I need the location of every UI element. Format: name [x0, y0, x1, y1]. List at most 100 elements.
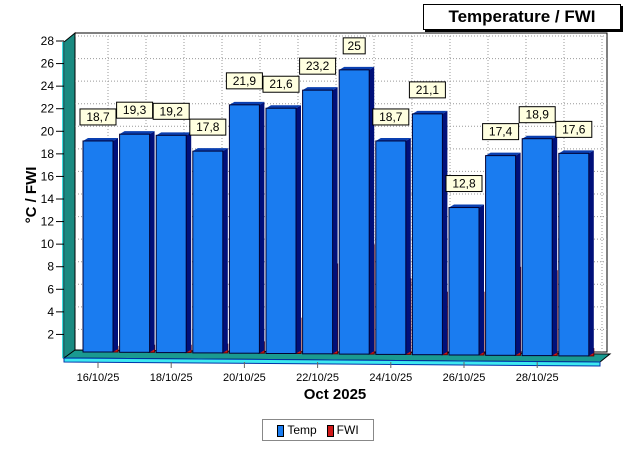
- data-label: 21,1: [416, 83, 440, 97]
- temp-bar-top: [375, 137, 411, 141]
- temp-bar: [119, 133, 151, 353]
- temp-bar-side: [149, 131, 155, 353]
- temp-bar-side: [405, 137, 411, 355]
- temp-bar-side: [296, 105, 301, 354]
- data-label: 19,2: [160, 104, 184, 118]
- legend-item-fwi: FWI: [326, 423, 359, 437]
- data-label: 21,9: [233, 74, 257, 88]
- data-label-box: [482, 123, 520, 141]
- floor-front: [63, 357, 601, 367]
- temp-bar: [558, 152, 590, 357]
- temp-bar: [338, 69, 370, 355]
- x-tick-label: 18/10/25: [150, 372, 193, 384]
- data-label-box: [152, 102, 190, 120]
- temp-bar-top: [558, 150, 594, 154]
- y-tick-label: 4: [47, 305, 54, 319]
- temp-bar: [448, 207, 480, 356]
- temp-bar: [82, 140, 114, 353]
- temp-bar: [375, 140, 407, 355]
- y-tick-label: 24: [41, 79, 55, 93]
- temp-bar-top: [522, 135, 558, 139]
- temp-bar-top: [485, 152, 521, 156]
- temp-bar-side: [588, 150, 594, 356]
- data-label-box: [555, 120, 593, 138]
- temp-bar: [192, 150, 224, 354]
- legend-item-temp: Temp: [277, 423, 317, 437]
- temp-bar: [265, 107, 297, 354]
- y-tick-label: 16: [41, 169, 55, 183]
- data-label: 17,8: [196, 120, 220, 134]
- temp-bar-top: [449, 204, 484, 208]
- data-label: 19,3: [123, 103, 147, 117]
- y-tick-label: 8: [47, 260, 54, 274]
- data-label-box: [408, 81, 446, 99]
- y-axis-label: °C / FWI: [23, 167, 40, 224]
- temp-bar-side: [552, 135, 558, 356]
- data-label: 18,9: [526, 108, 550, 122]
- x-axis-label: Oct 2025: [304, 386, 367, 403]
- temp-bar-side: [369, 66, 375, 355]
- temp-bar: [228, 104, 260, 354]
- data-label-box: [518, 106, 556, 124]
- x-tick-label: 22/10/25: [296, 372, 339, 384]
- data-label-box: [372, 108, 410, 126]
- data-label: 18,7: [379, 110, 403, 124]
- temp-bar-top: [302, 87, 338, 91]
- y-tick-label: 2: [47, 327, 54, 341]
- y-tick-label: 22: [41, 102, 55, 116]
- data-label-box: [225, 72, 263, 90]
- temp-bar-side: [222, 148, 228, 353]
- data-label-box: [262, 75, 300, 93]
- temp-bar-top: [119, 131, 155, 135]
- temp-bar: [411, 113, 443, 356]
- temp-bar-side: [259, 101, 265, 354]
- temp-bar-side: [479, 204, 484, 355]
- data-label: 25: [348, 39, 362, 53]
- temp-bar-top: [156, 132, 192, 136]
- x-tick-label: 28/10/25: [516, 372, 559, 384]
- data-label-box: [189, 118, 227, 136]
- temp-bar-side: [442, 110, 448, 355]
- y-tick-label: 14: [41, 192, 55, 206]
- temp-bar-top: [192, 148, 228, 152]
- data-label: 17,4: [489, 125, 513, 139]
- temp-bar-top: [229, 101, 265, 105]
- temp-bar: [302, 89, 334, 355]
- data-label: 17,6: [562, 122, 586, 136]
- data-label: 18,7: [86, 110, 110, 124]
- temp-bar-top: [339, 66, 375, 70]
- data-label-box: [116, 101, 154, 119]
- legend-swatch-temp: [277, 424, 285, 437]
- temp-bar-top: [266, 105, 301, 109]
- legend-label-temp: Temp: [287, 423, 317, 437]
- y-tick-label: 6: [47, 282, 54, 296]
- legend-swatch-fwi: [326, 424, 334, 437]
- temp-bar-side: [332, 87, 338, 354]
- temp-bar-top: [412, 110, 448, 114]
- x-tick-label: 24/10/25: [369, 372, 412, 384]
- x-tick-label: 16/10/25: [77, 372, 120, 384]
- data-label: 12,8: [452, 177, 476, 191]
- y-tick-label: 26: [41, 57, 55, 71]
- chart-title: Temperature / FWI: [423, 4, 621, 30]
- data-label-box: [445, 175, 483, 193]
- data-label-box: [79, 108, 117, 126]
- x-tick-label: 26/10/25: [443, 372, 486, 384]
- temp-bar-side: [515, 152, 521, 356]
- data-label-box: [342, 37, 366, 55]
- temp-bar: [521, 138, 553, 357]
- y-tick-label: 10: [41, 237, 55, 251]
- data-label-box: [299, 57, 337, 75]
- left-wall: [63, 31, 76, 359]
- temp-bar-side: [113, 137, 118, 352]
- data-label: 23,2: [306, 59, 330, 73]
- y-tick-label: 20: [41, 124, 55, 138]
- temp-bar: [155, 134, 187, 354]
- y-tick-label: 18: [41, 147, 55, 161]
- y-tick-label: 12: [41, 215, 55, 229]
- temp-bar: [485, 155, 517, 356]
- temp-bar-side: [186, 132, 192, 353]
- temp-bar-top: [83, 137, 118, 141]
- legend: Temp FWI: [262, 419, 374, 441]
